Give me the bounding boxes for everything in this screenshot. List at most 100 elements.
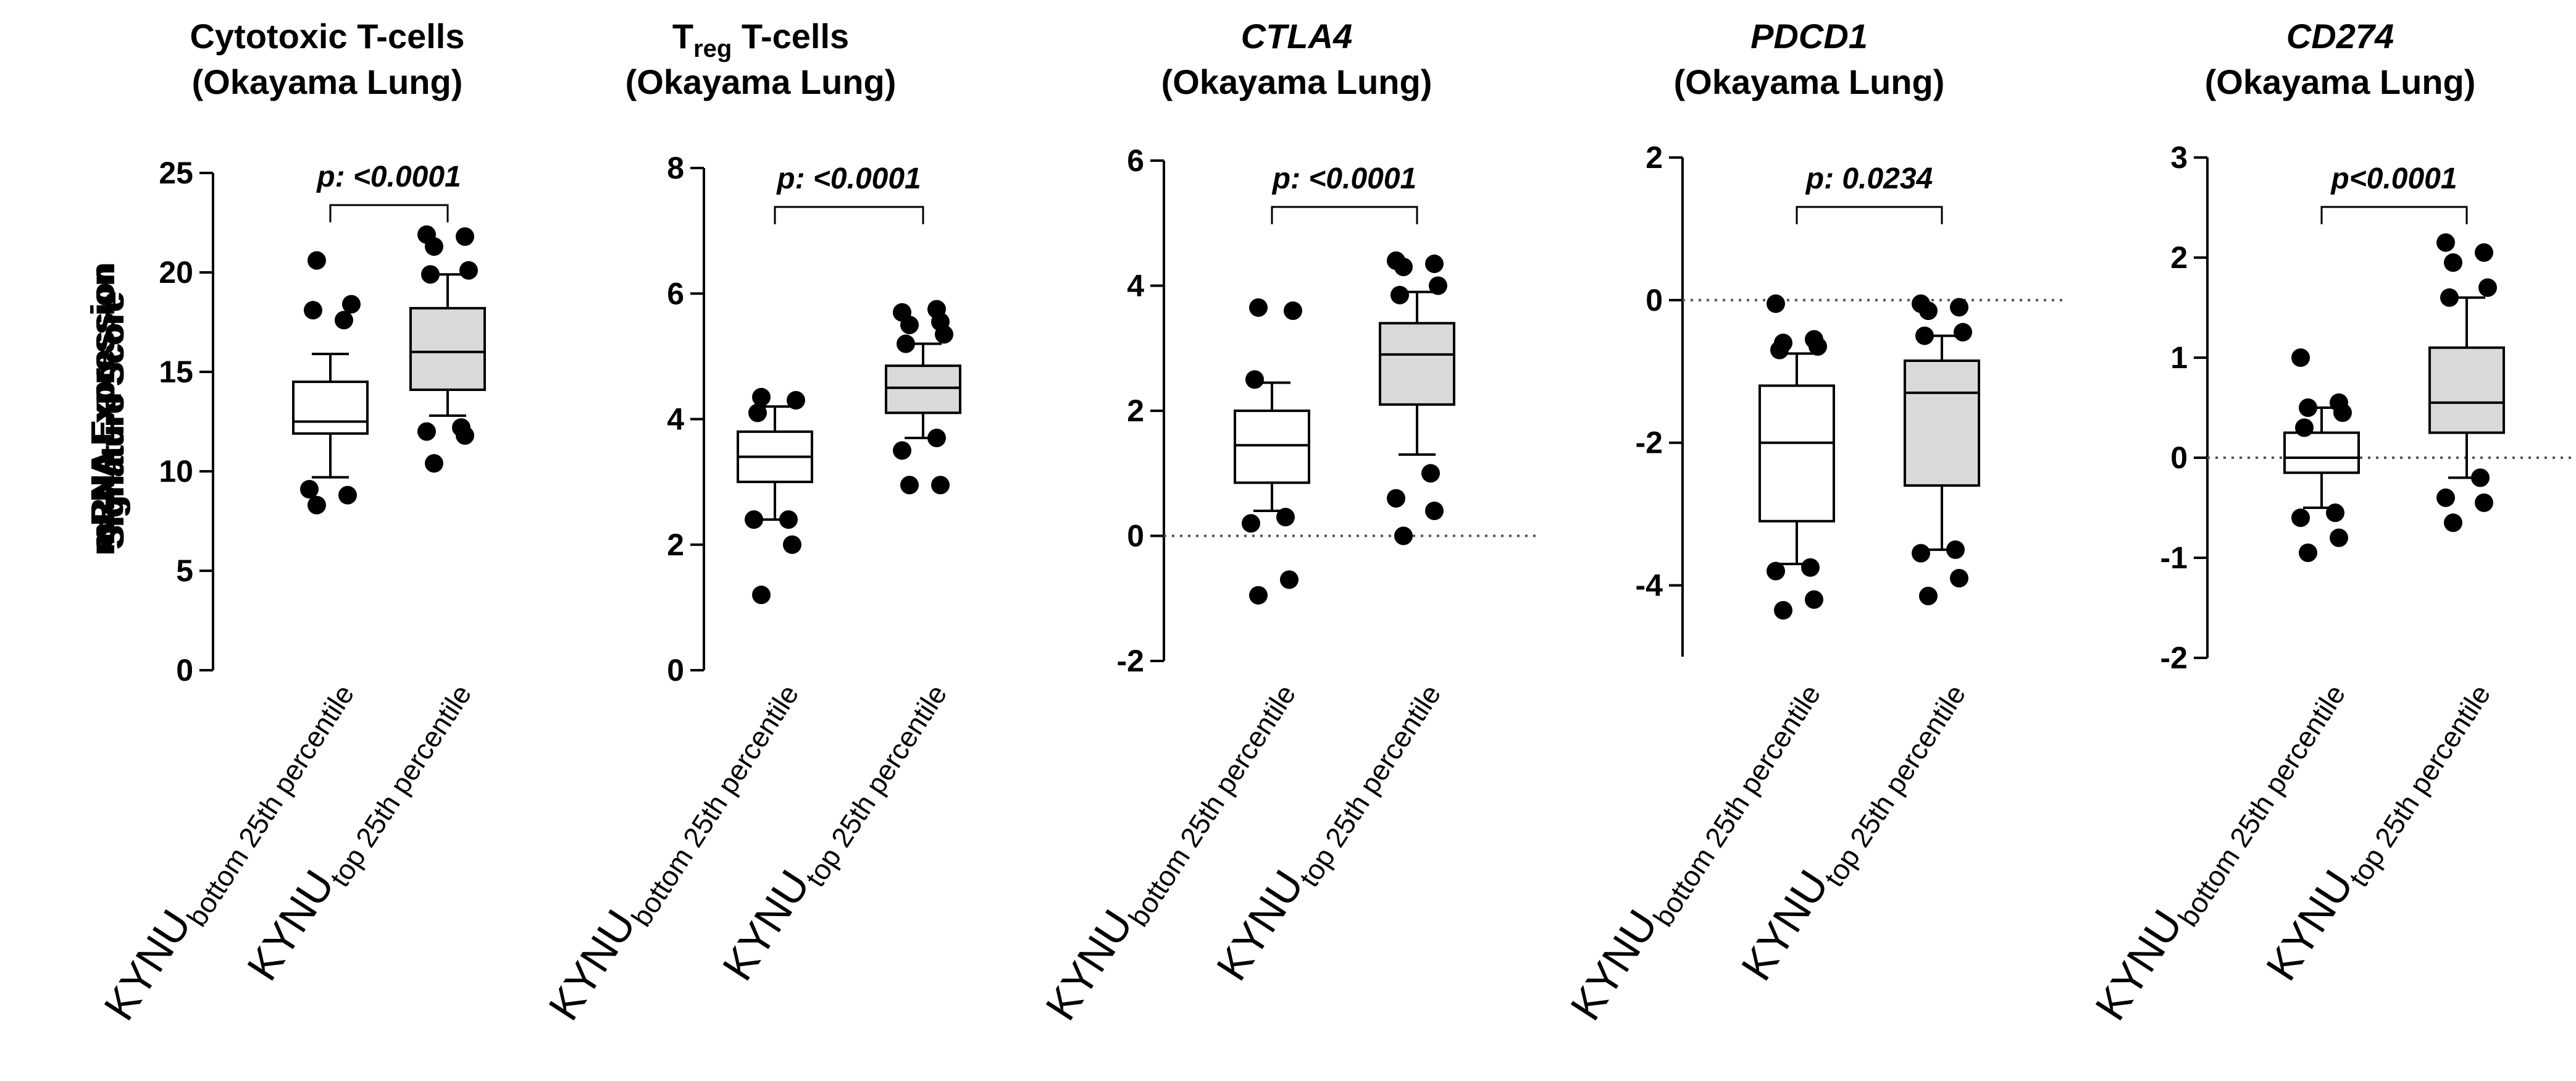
outlier-point xyxy=(2475,243,2493,262)
y-tick-label: 0 xyxy=(2170,440,2188,475)
y-tick-label: 25 xyxy=(159,156,193,190)
outlier-point xyxy=(2436,233,2455,252)
y-tick-label: -1 xyxy=(2160,540,2188,575)
panel-title-part: Cytotoxic T-cells xyxy=(190,17,464,56)
panel-subtitle: (Okayama Lung) xyxy=(192,62,463,101)
panel-title-part: T-cells xyxy=(732,17,849,56)
outlier-point xyxy=(417,422,436,441)
x-category-label: KYNUtop 25th percentile xyxy=(2257,666,2496,993)
y-axis-label: mRNA Expression xyxy=(85,266,122,555)
outlier-point xyxy=(338,486,357,505)
outlier-point xyxy=(1280,570,1298,589)
iqr-box xyxy=(409,306,486,391)
y-tick-label: 2 xyxy=(1646,140,1663,175)
significance-bracket xyxy=(2320,206,2468,224)
outlier-point xyxy=(1912,294,1930,313)
x-label-main: KYNU xyxy=(2086,901,2191,1028)
outlier-point xyxy=(1774,600,1792,620)
outlier-point xyxy=(1919,586,1938,605)
outlier-point xyxy=(2330,393,2348,412)
outlier-point xyxy=(893,441,911,460)
x-label-main: KYNU xyxy=(238,862,343,989)
outlier-point xyxy=(2291,508,2310,528)
iqr-box xyxy=(2428,346,2505,434)
y-tick-label: 2 xyxy=(2170,240,2188,275)
box-group-2: KYNUtop 25th percentile xyxy=(1207,251,1455,993)
panel-subtitle: (Okayama Lung) xyxy=(1161,62,1432,101)
outlier-point xyxy=(1421,464,1440,483)
outlier-point xyxy=(897,334,915,353)
outlier-point xyxy=(2291,348,2310,367)
panel-title-part: reg xyxy=(693,35,732,62)
outlier-point xyxy=(2330,528,2348,547)
outlier-point xyxy=(1249,298,1268,317)
x-category-label: KYNUbottom 25th percentile xyxy=(94,666,360,1033)
p-value-label: p: <0.0001 xyxy=(1271,162,1416,195)
y-tick-label: 1 xyxy=(2170,340,2188,375)
outlier-point xyxy=(748,403,767,423)
outlier-point xyxy=(300,479,319,498)
y-tick-label: 0 xyxy=(667,653,684,688)
significance-bracket xyxy=(1796,206,1943,224)
y-tick-label: 10 xyxy=(159,454,193,489)
outlier-point xyxy=(927,428,946,447)
outlier-point xyxy=(1774,334,1792,353)
p-value-label: p: <0.0001 xyxy=(316,161,461,193)
outlier-point xyxy=(1425,502,1444,520)
outlier-point xyxy=(2436,488,2455,507)
outlier-point xyxy=(1242,514,1260,533)
box-group-1: KYNUbottom 25th percentile xyxy=(94,251,369,1033)
x-label-main: KYNU xyxy=(1561,901,1666,1028)
outlier-point xyxy=(1387,489,1405,508)
x-label-main: KYNU xyxy=(1036,901,1142,1028)
x-label-subscript: top 25th percentile xyxy=(1818,679,1972,893)
y-tick-label: 2 xyxy=(1127,393,1144,428)
iqr-box xyxy=(885,364,961,414)
y-tick-label: 6 xyxy=(1127,143,1144,178)
y-tick-label: 2 xyxy=(667,528,684,562)
outlier-point xyxy=(900,476,919,495)
outlier-point xyxy=(1912,544,1930,563)
outlier-point xyxy=(1249,586,1268,605)
outlier-point xyxy=(893,303,911,322)
outlier-point xyxy=(2475,493,2493,512)
p-value-label: p: <0.0001 xyxy=(776,162,921,195)
x-label-subscript: top 25th percentile xyxy=(1293,679,1447,893)
x-label-main: KYNU xyxy=(94,901,200,1028)
outlier-point xyxy=(1915,326,1934,345)
box-group-2: KYNUtop 25th percentile xyxy=(238,225,486,989)
y-axis-label: mRNA Expression xyxy=(85,263,122,552)
outlier-point xyxy=(783,535,801,554)
panel-title-part: PDCD1 xyxy=(1750,17,1868,56)
p-value-label: p: 0.0234 xyxy=(1805,162,1933,195)
outlier-point xyxy=(2444,513,2462,532)
panel-subtitle: (Okayama Lung) xyxy=(625,62,897,101)
outlier-point xyxy=(342,295,361,314)
x-category-label: KYNUtop 25th percentile xyxy=(1207,666,1447,993)
outlier-point xyxy=(1767,562,1785,581)
significance-bracket xyxy=(1271,206,1418,224)
outlier-point xyxy=(927,300,946,319)
y-tick-label: 0 xyxy=(1127,519,1144,553)
outlier-point xyxy=(421,265,440,284)
outlier-point xyxy=(931,476,950,495)
y-tick-label: 20 xyxy=(159,255,193,290)
outlier-point xyxy=(417,225,436,244)
outlier-point xyxy=(307,251,326,270)
significance-bracket xyxy=(774,206,924,224)
outlier-point xyxy=(425,454,443,473)
outlier-point xyxy=(2326,503,2344,523)
outlier-point xyxy=(2440,288,2459,307)
outlier-point xyxy=(2478,278,2497,297)
y-tick-label: 3 xyxy=(2170,140,2188,175)
outlier-point xyxy=(452,418,470,437)
panel-title: CTLA4 xyxy=(1241,17,1352,56)
y-tick-label: 8 xyxy=(667,151,684,185)
y-axis-label: mRNA Expression xyxy=(85,262,122,552)
outlier-point xyxy=(1394,526,1413,545)
panel-title: CD274 xyxy=(2286,17,2394,56)
x-category-label: KYNUtop 25th percentile xyxy=(713,666,953,993)
x-label-main: KYNU xyxy=(539,901,645,1028)
y-tick-label: 4 xyxy=(667,402,684,437)
